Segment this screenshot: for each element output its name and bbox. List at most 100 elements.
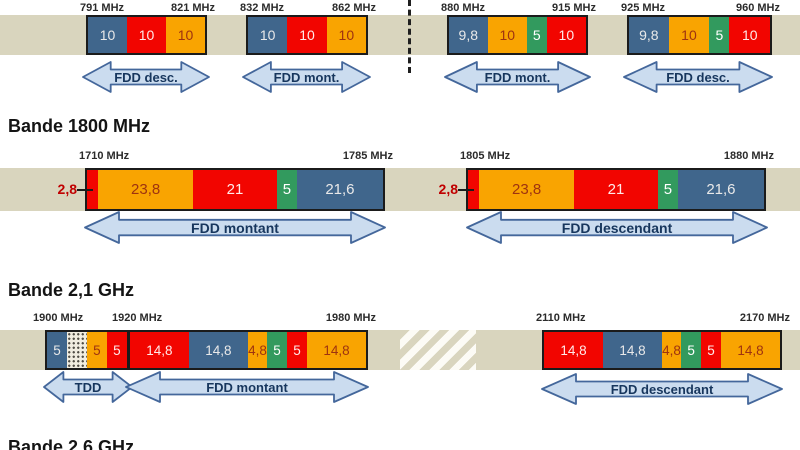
- direction-arrow-label: FDD descendant: [561, 219, 673, 236]
- spectrum-block-red: 10: [729, 17, 770, 53]
- frequency-label-left: 1900 MHz: [33, 312, 84, 324]
- frequency-labels: 1900 MHz 1980 MHz: [33, 312, 376, 324]
- frequency-labels: 880 MHz 915 MHz: [441, 2, 596, 14]
- spectrum-block-red: 10: [127, 17, 166, 53]
- band-title: Bande 2,6 GHz: [8, 437, 135, 450]
- spectrum-block-orange: 5: [86, 332, 107, 368]
- frequency-bar: 9,8 10 5 10: [447, 15, 588, 55]
- direction-arrow: FDD mont.: [444, 61, 591, 93]
- spectrum-block-red: 10: [287, 17, 327, 53]
- direction-arrow: FDD montant: [125, 371, 369, 403]
- spectrum-block-orange: 14,8: [306, 332, 367, 368]
- frequency-label-left: 880 MHz: [441, 2, 486, 14]
- spectrum-block-red: 5: [287, 332, 307, 368]
- spectrum-block-dotted: [66, 332, 87, 368]
- frequency-labels: 791 MHz 821 MHz: [80, 2, 215, 14]
- direction-arrow: FDD desc.: [623, 61, 773, 93]
- spectrum-block-red: 21: [193, 170, 277, 209]
- spectrum-block-orange: 23,8: [98, 170, 194, 209]
- band-title: Bande 1800 MHz: [8, 116, 151, 136]
- spectrum-block-blue: 14,8: [603, 332, 662, 368]
- spectrum-block-orange: 14,8: [721, 332, 781, 368]
- dashed-separator: [408, 0, 411, 73]
- direction-arrow-label: FDD desc.: [114, 69, 178, 85]
- direction-arrow-label: FDD mont.: [273, 69, 340, 85]
- frequency-label-right: 1980 MHz: [325, 312, 376, 324]
- spectrum-block-blue: 10: [248, 17, 288, 53]
- frequency-label-right: 1785 MHz: [342, 150, 393, 162]
- callout-dash: [458, 188, 474, 191]
- frequency-label-left: 1805 MHz: [460, 150, 511, 162]
- double-arrow-shape: [242, 61, 371, 93]
- spectrum-block-blue: 21,6: [677, 170, 765, 209]
- frequency-label-left: 1710 MHz: [79, 150, 130, 162]
- direction-arrow-label: TDD: [74, 379, 102, 395]
- double-arrow-shape: [82, 61, 210, 93]
- frequency-label-right: 915 MHz: [551, 2, 596, 14]
- spectrum-block-red: 5: [106, 332, 127, 368]
- direction-arrow: FDD montant: [84, 211, 386, 244]
- spectrum-block-blue: 21,6: [296, 170, 384, 209]
- spectrum-block-red: 14,8: [126, 332, 189, 368]
- double-arrow-shape: [444, 61, 591, 93]
- frequency-label-right: 821 MHz: [170, 2, 215, 14]
- double-arrow-shape: [466, 211, 768, 244]
- direction-arrow-label: FDD montant: [206, 379, 288, 395]
- spectrum-block-orange: 10: [326, 17, 366, 53]
- frequency-label-right: 1880 MHz: [723, 150, 774, 162]
- frequency-bar: 9,8 10 5 10: [627, 15, 772, 55]
- frequency-label-left: 791 MHz: [80, 2, 125, 14]
- outside-block-label: 2,8: [57, 180, 77, 197]
- spectrum-block-blue: 9,8: [629, 17, 669, 53]
- direction-arrow-label: FDD mont.: [484, 69, 551, 85]
- frequency-labels: 1805 MHz 1880 MHz: [460, 150, 774, 162]
- spectrum-block-green: 5: [276, 170, 297, 209]
- frequency-label-left: 925 MHz: [621, 2, 666, 14]
- frequency-labels: 1710 MHz 1785 MHz: [79, 150, 393, 162]
- frequency-bar: 14,8 14,8 4,8 5 5 14,8: [542, 330, 782, 370]
- spectrum-block-green: 5: [526, 17, 547, 53]
- spectrum-block-red: 5: [701, 332, 722, 368]
- spectrum-block-red: 21: [574, 170, 658, 209]
- spectrum-block-blue: 9,8: [449, 17, 488, 53]
- direction-arrow: FDD descendant: [541, 373, 783, 405]
- frequency-labels: 2110 MHz 2170 MHz: [536, 312, 790, 324]
- outside-block-label: 2,8: [438, 180, 458, 197]
- double-arrow-shape: [623, 61, 773, 93]
- frequency-bar: 23,8 21 5 21,6: [85, 168, 385, 211]
- frequency-label-right: 960 MHz: [735, 2, 780, 14]
- spectrum-block-orange: 10: [487, 17, 527, 53]
- direction-arrow: FDD desc.: [82, 61, 210, 93]
- spectrum-block-orange: 10: [668, 17, 710, 53]
- direction-arrow: FDD descendant: [466, 211, 768, 244]
- spectrum-gap-hatch: [400, 330, 476, 370]
- spectrum-block-orange: 4,8: [247, 332, 268, 368]
- frequency-bar: 10 10 10: [86, 15, 207, 55]
- frequency-label-right: 2170 MHz: [739, 312, 790, 324]
- callout-dash: [77, 188, 93, 191]
- frequency-bar: 10 10 10: [246, 15, 368, 55]
- direction-arrow: TDD: [43, 371, 133, 403]
- direction-arrow: FDD mont.: [242, 61, 371, 93]
- spectrum-block-orange: 23,8: [479, 170, 575, 209]
- double-arrow-shape: [541, 373, 783, 405]
- frequency-label-left: 832 MHz: [240, 2, 285, 14]
- direction-arrow-label: FDD descendant: [610, 381, 714, 397]
- frequency-bar: 5 5 5 14,8 14,8 4,8 5 5 14,8: [45, 330, 368, 370]
- spectrum-block-green: 5: [657, 170, 678, 209]
- direction-arrow-label: FDD desc.: [666, 69, 730, 85]
- spectrum-block-green: 5: [681, 332, 702, 368]
- frequency-label-mid: 1920 MHz: [112, 312, 163, 324]
- spectrum-block-blue: 14,8: [188, 332, 248, 368]
- frequency-labels: 925 MHz 960 MHz: [621, 2, 780, 14]
- spectrum-block-red: 10: [546, 17, 587, 53]
- double-arrow-shape: [125, 371, 369, 403]
- spectrum-block-orange: 4,8: [662, 332, 682, 368]
- double-arrow-shape: [84, 211, 386, 244]
- spectrum-block-red: 14,8: [544, 332, 603, 368]
- spectrum-block-green: 5: [709, 17, 730, 53]
- spectrum-block-green: 5: [267, 332, 288, 368]
- frequency-label-right: 862 MHz: [331, 2, 376, 14]
- spectrum-block-blue: 10: [88, 17, 127, 53]
